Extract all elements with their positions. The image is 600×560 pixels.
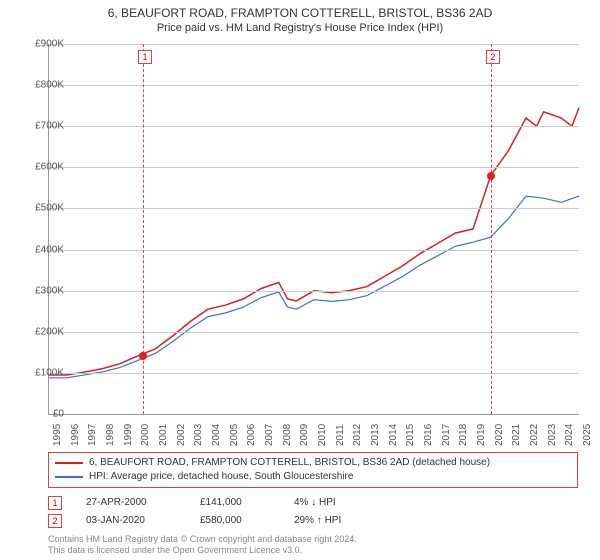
ytick-label: £100K	[14, 367, 64, 378]
xtick-label: 2023	[547, 424, 558, 446]
sale-marker-box-2: 2	[486, 50, 500, 64]
series-property	[49, 108, 579, 375]
sale-date: 27-APR-2000	[86, 494, 176, 512]
xtick-label: 2016	[423, 424, 434, 446]
xtick-label: 2021	[511, 424, 522, 446]
footer-line-1: Contains HM Land Registry data © Crown c…	[48, 534, 357, 545]
ytick-label: £800K	[14, 80, 64, 91]
sale-marker-line-2: 2	[491, 44, 492, 414]
xtick-label: 2005	[229, 424, 240, 446]
gridline-h	[49, 208, 579, 209]
xtick-label: 2025	[582, 424, 593, 446]
xtick-label: 2018	[458, 424, 469, 446]
ytick-label: £600K	[14, 162, 64, 173]
legend-row: HPI: Average price, detached house, Sout…	[55, 470, 571, 484]
xtick-label: 2001	[158, 424, 169, 446]
xtick-label: 2009	[299, 424, 310, 446]
xtick-label: 2013	[370, 424, 381, 446]
ytick-label: £0	[14, 409, 64, 420]
ytick-label: £400K	[14, 244, 64, 255]
xtick-label: 1995	[52, 424, 63, 446]
xtick-label: 1999	[123, 424, 134, 446]
chart-subtitle: Price paid vs. HM Land Registry's House …	[0, 22, 600, 38]
sale-price: £141,000	[200, 494, 270, 512]
sale-price: £580,000	[200, 512, 270, 530]
chart-lines	[49, 44, 579, 414]
sale-row: 2 03-JAN-2020 £580,000 29% ↑ HPI	[48, 512, 384, 530]
gridline-h	[49, 126, 579, 127]
xtick-label: 2007	[264, 424, 275, 446]
xtick-label: 2004	[211, 424, 222, 446]
gridline-h	[49, 250, 579, 251]
xtick-label: 2017	[441, 424, 452, 446]
gridline-h	[49, 167, 579, 168]
ytick-label: £900K	[14, 39, 64, 50]
footer-line-2: This data is licensed under the Open Gov…	[48, 545, 357, 556]
sales-table: 1 27-APR-2000 £141,000 4% ↓ HPI 2 03-JAN-2020…	[48, 494, 384, 530]
series-hpi	[49, 196, 579, 378]
legend-row: 6, BEAUFORT ROAD, FRAMPTON COTTERELL, BR…	[55, 456, 571, 470]
legend-swatch	[55, 462, 83, 464]
gridline-h	[49, 85, 579, 86]
xtick-label: 2006	[246, 424, 257, 446]
footer-attribution: Contains HM Land Registry data © Crown c…	[48, 534, 357, 556]
sale-point-1	[139, 352, 147, 360]
plot-area: 12	[48, 44, 579, 415]
sale-pct-vs-hpi: 29% ↑ HPI	[294, 512, 384, 530]
xtick-label: 2002	[176, 424, 187, 446]
gridline-h	[49, 332, 579, 333]
sale-row: 1 27-APR-2000 £141,000 4% ↓ HPI	[48, 494, 384, 512]
xtick-label: 2020	[494, 424, 505, 446]
xtick-label: 2000	[140, 424, 151, 446]
sale-row-marker: 2	[48, 514, 62, 528]
xtick-label: 2012	[352, 424, 363, 446]
xtick-label: 2011	[335, 424, 346, 446]
gridline-h	[49, 373, 579, 374]
xtick-label: 2014	[388, 424, 399, 446]
ytick-label: £200K	[14, 326, 64, 337]
xtick-label: 2008	[282, 424, 293, 446]
xtick-label: 1998	[105, 424, 116, 446]
xtick-label: 2022	[529, 424, 540, 446]
sale-pct-vs-hpi: 4% ↓ HPI	[294, 494, 384, 512]
xtick-label: 1996	[70, 424, 81, 446]
xtick-label: 2015	[405, 424, 416, 446]
sale-date: 03-JAN-2020	[86, 512, 176, 530]
ytick-label: £700K	[14, 121, 64, 132]
xtick-label: 2010	[317, 424, 328, 446]
sale-marker-box-1: 1	[138, 50, 152, 64]
chart-title: 6, BEAUFORT ROAD, FRAMPTON COTTERELL, BR…	[0, 0, 600, 22]
sale-point-2	[487, 172, 495, 180]
sale-row-marker: 1	[48, 496, 62, 510]
legend-label: 6, BEAUFORT ROAD, FRAMPTON COTTERELL, BR…	[89, 456, 490, 470]
gridline-h	[49, 44, 579, 45]
ytick-label: £500K	[14, 203, 64, 214]
legend-swatch	[55, 476, 83, 478]
xtick-label: 2019	[476, 424, 487, 446]
ytick-label: £300K	[14, 285, 64, 296]
legend-box: 6, BEAUFORT ROAD, FRAMPTON COTTERELL, BR…	[48, 452, 578, 488]
gridline-h	[49, 291, 579, 292]
legend-label: HPI: Average price, detached house, Sout…	[89, 470, 353, 484]
xtick-label: 2024	[564, 424, 575, 446]
xtick-label: 1997	[87, 424, 98, 446]
xtick-label: 2003	[193, 424, 204, 446]
